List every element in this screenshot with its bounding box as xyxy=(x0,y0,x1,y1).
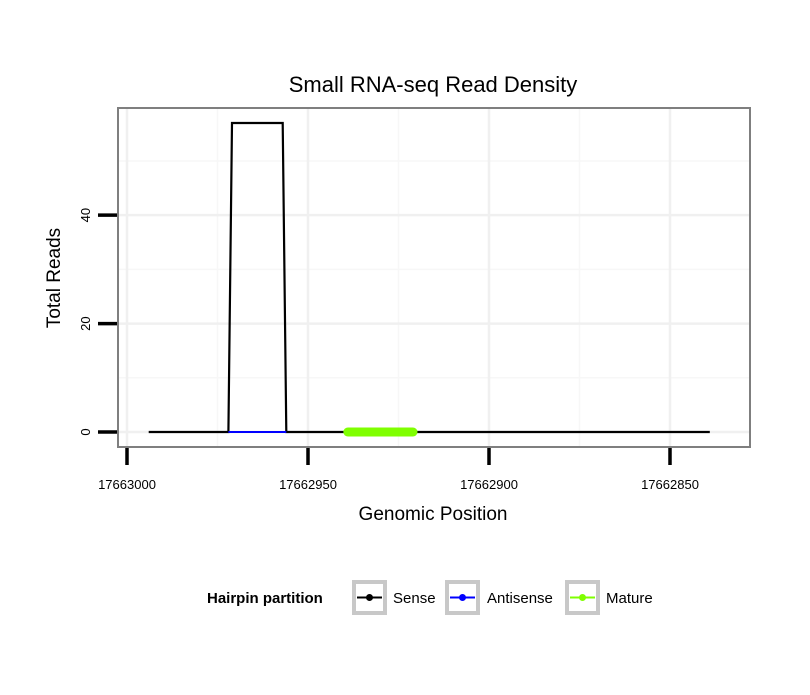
x-axis-label: Genomic Position xyxy=(359,504,508,525)
legend: Hairpin partition Sense Antisense Mature xyxy=(207,580,653,615)
x-tick-label: 17663000 xyxy=(98,477,156,492)
series-layer xyxy=(148,121,710,437)
legend-key-point xyxy=(366,594,373,601)
y-axis: 0 20 40 xyxy=(78,208,117,436)
legend-label-antisense: Antisense xyxy=(487,590,553,607)
x-tick-label: 17662900 xyxy=(460,477,518,492)
plot-panel-border xyxy=(117,107,751,448)
x-tick-label: 17662850 xyxy=(641,477,699,492)
chart-title: Small RNA-seq Read Density xyxy=(289,72,578,97)
y-tick-label: 0 xyxy=(78,428,93,435)
legend-label-mature: Mature xyxy=(606,590,653,607)
y-axis-label: Total Reads xyxy=(44,228,65,328)
x-tick-label: 17662950 xyxy=(279,477,337,492)
y-tick-label: 40 xyxy=(78,208,93,222)
legend-key-point xyxy=(459,594,466,601)
y-tick-label: 20 xyxy=(78,316,93,330)
x-axis: 17663000 17662950 17662900 17662850 xyxy=(98,448,699,492)
legend-label-sense: Sense xyxy=(393,590,436,607)
legend-title: Hairpin partition xyxy=(207,590,323,607)
legend-key-point xyxy=(579,594,586,601)
